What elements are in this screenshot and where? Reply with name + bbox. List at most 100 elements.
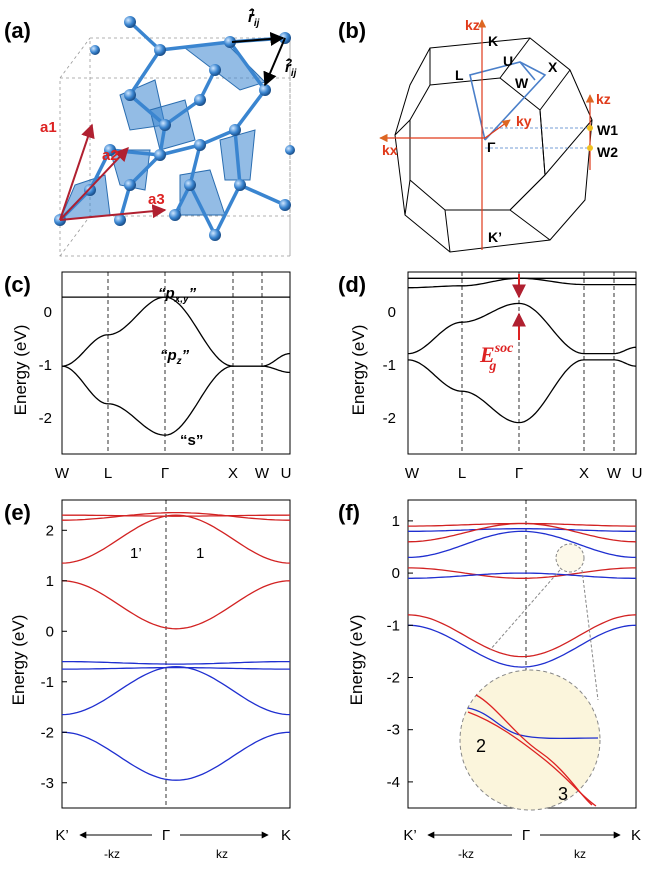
band-0 bbox=[62, 511, 290, 521]
panel-e-label: (e) bbox=[4, 500, 31, 525]
panel-d-label: (d) bbox=[338, 272, 366, 297]
bz-point-L: L bbox=[455, 67, 464, 83]
band-4 bbox=[408, 567, 636, 579]
panel-a-label: (a) bbox=[4, 18, 31, 43]
ytick-label: -2 bbox=[387, 669, 400, 686]
e-mark-1prime: 1’ bbox=[130, 545, 142, 562]
bz-point-X: X bbox=[548, 59, 558, 75]
lattice-a2: a2 bbox=[102, 147, 119, 164]
cube-frame bbox=[59, 37, 291, 257]
panel-e: (e) Energy (eV) 2 1 0 -1 -2 -3 1’ 1 K’ Γ K -k… bbox=[4, 499, 291, 861]
w2-label: W2 bbox=[597, 144, 618, 160]
band-2 bbox=[407, 302, 636, 355]
band-2 bbox=[407, 522, 637, 543]
hopping-vectors bbox=[231, 32, 286, 87]
brillouin-zone bbox=[394, 37, 593, 253]
panel-f-ylabel: Energy (eV) bbox=[347, 615, 366, 706]
panel-d-xticks: W L Γ X W U bbox=[405, 465, 643, 482]
panel-c-ylabel: Energy (eV) bbox=[11, 325, 30, 416]
ky-axis bbox=[484, 119, 511, 139]
hop-label-1: r̂ij1 bbox=[248, 7, 260, 29]
panel-c-label: (c) bbox=[4, 272, 31, 297]
c-ytick-m2: -2 bbox=[39, 410, 52, 427]
band-6 bbox=[61, 665, 291, 716]
ky-label: ky bbox=[516, 113, 532, 129]
ytick-label: 0 bbox=[46, 623, 54, 640]
band-1 bbox=[408, 528, 636, 532]
d-xtick-Gamma: Γ bbox=[515, 465, 523, 482]
inset-mark-2: 2 bbox=[476, 736, 486, 756]
c-ytick-m1: -1 bbox=[39, 357, 52, 374]
panel-d: (d) Energy (eV) 0 -1 -2 W L Γ X W U Esoc… bbox=[338, 271, 643, 482]
f-xtick-Gamma: Γ bbox=[522, 827, 530, 844]
panel-c-kpath-lines bbox=[107, 272, 263, 454]
band-5 bbox=[62, 666, 290, 670]
kz-label: kz bbox=[465, 17, 480, 33]
ytick-label: -1 bbox=[41, 674, 54, 691]
ytick-label: -3 bbox=[41, 775, 54, 792]
ytick-label: -1 bbox=[387, 617, 400, 634]
e-xtick-K: K bbox=[281, 827, 291, 844]
band-4 bbox=[62, 660, 290, 665]
panel-e-frame bbox=[61, 499, 291, 809]
ytick-label: -2 bbox=[41, 724, 54, 741]
zoom-connector-2 bbox=[581, 569, 599, 701]
panel-d-yticks: 0 -1 -2 bbox=[383, 304, 396, 427]
panel-f: (f) Energy (eV) 1 0 -1 -2 -3 -4 2 3 K’ Γ K -k… bbox=[338, 499, 641, 861]
ytick-label: 1 bbox=[392, 513, 400, 530]
panel-e-yticks: 2 1 0 -1 -2 -3 bbox=[41, 522, 67, 792]
band-6 bbox=[407, 614, 637, 658]
inset-red-band-2 bbox=[467, 711, 597, 807]
zoom-source-circle bbox=[555, 543, 585, 573]
ytick-label: -3 bbox=[387, 722, 400, 739]
atoms bbox=[54, 16, 295, 241]
w-projections bbox=[485, 127, 590, 149]
panel-c: (c) Energy (eV) 0 -1 -2 W L Γ X W U “px,… bbox=[4, 271, 292, 482]
annot-pz: “pz” bbox=[160, 347, 190, 367]
annot-pxy: “px,y” bbox=[158, 285, 197, 305]
w1-dot bbox=[587, 125, 593, 131]
d-ytick-m2: -2 bbox=[383, 410, 396, 427]
panel-c-frame bbox=[61, 271, 291, 455]
w1-label: W1 bbox=[597, 122, 618, 138]
inset-mark-3: 3 bbox=[558, 784, 568, 804]
zoom-inset: 2 3 bbox=[459, 543, 601, 811]
high-symmetry-path bbox=[469, 61, 547, 141]
panel-f-bands bbox=[407, 522, 637, 668]
ytick-label: -4 bbox=[387, 774, 400, 791]
panel-c-xticks: W L Γ X W U bbox=[55, 465, 292, 482]
band-7 bbox=[407, 624, 637, 668]
e-kz-right: kz bbox=[216, 847, 228, 861]
bz-point-W: W bbox=[515, 75, 529, 91]
hop-label-2: r̂ij2 bbox=[285, 57, 297, 79]
f-kz-right: kz bbox=[574, 847, 586, 861]
d-ytick-m1: -1 bbox=[383, 357, 396, 374]
band-7 bbox=[61, 731, 291, 781]
d-xtick-W: W bbox=[405, 465, 420, 482]
f-kz-left: -kz bbox=[458, 847, 474, 861]
panel-c-yticks: 0 -1 -2 bbox=[39, 304, 52, 427]
c-xtick-U: U bbox=[281, 465, 292, 482]
band-3 bbox=[407, 359, 636, 424]
band-1 bbox=[61, 296, 290, 367]
d-xtick-X: X bbox=[579, 465, 589, 482]
bz-point-U: U bbox=[503, 53, 513, 69]
bz-point-Kprime: K’ bbox=[488, 229, 502, 245]
band-1 bbox=[408, 277, 636, 289]
d-xtick-L: L bbox=[458, 465, 466, 482]
c-xtick-Gamma: Γ bbox=[161, 465, 169, 482]
e-xtick-Gamma: Γ bbox=[162, 827, 170, 844]
panel-d-frame bbox=[407, 271, 637, 455]
d-xtick-W2: W bbox=[607, 465, 622, 482]
band-3 bbox=[408, 530, 636, 559]
zoom-connector-1 bbox=[489, 569, 561, 651]
gap-label: Esoc g bbox=[479, 341, 514, 374]
e-kz-left: -kz bbox=[104, 847, 120, 861]
band-5 bbox=[408, 572, 636, 579]
annot-s: “s” bbox=[180, 432, 203, 449]
lattice-a1: a1 bbox=[40, 119, 57, 136]
panel-d-bands bbox=[407, 277, 636, 424]
panel-e-bands bbox=[61, 511, 291, 781]
ytick-label: 0 bbox=[392, 565, 400, 582]
